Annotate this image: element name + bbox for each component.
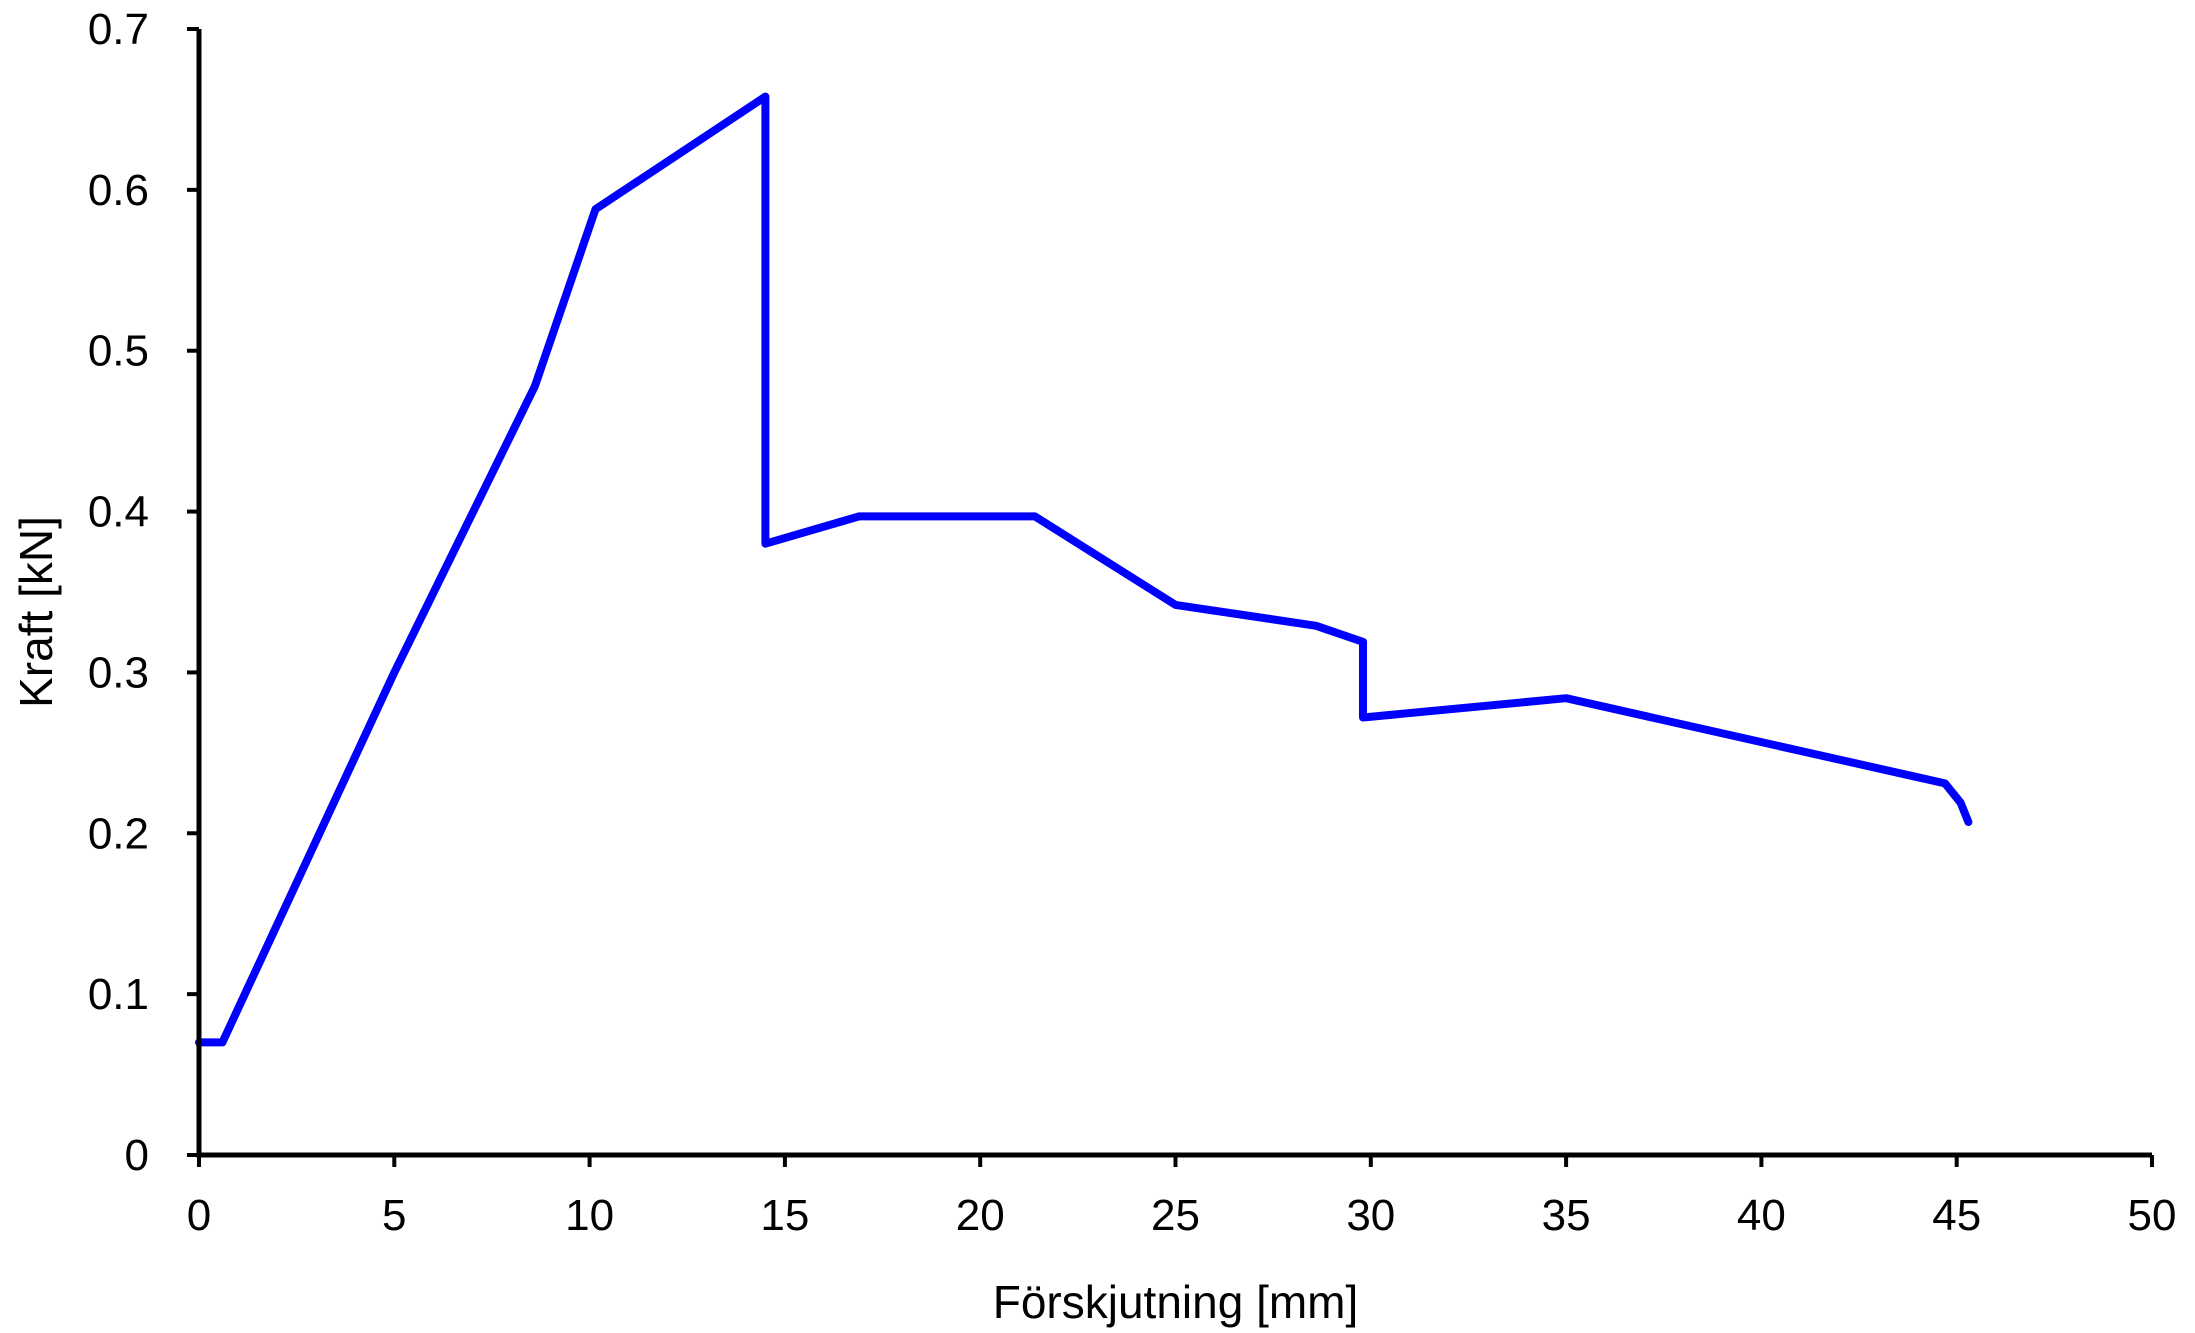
series-line-0 (195, 92, 1973, 1047)
data-point (1944, 782, 1946, 784)
y-tick-label: 0.4 (88, 488, 149, 537)
y-tick-label: 0 (125, 1131, 149, 1180)
x-tick-label: 45 (1932, 1191, 1981, 1240)
x-tick-label: 30 (1346, 1191, 1395, 1240)
y-tick-label: 0.2 (88, 809, 149, 858)
data-point (1565, 697, 1567, 699)
data-point (1362, 641, 1364, 643)
data-point (764, 543, 766, 545)
x-tick-label: 20 (956, 1191, 1005, 1240)
x-tick-label: 50 (2128, 1191, 2177, 1240)
x-tick-label: 5 (382, 1191, 406, 1240)
y-tick-label: 0.1 (88, 970, 149, 1019)
x-axis-title: Förskjutning [mm] (993, 1276, 1359, 1328)
data-point (764, 96, 766, 98)
data-point (1175, 604, 1176, 606)
x-tick-label: 35 (1542, 1191, 1591, 1240)
axes: 0 0.1 0.2 0.3 0.4 0.5 0.6 0.7 0 5 10 15 20 25 30 35 40 4… (88, 5, 2177, 1240)
data-point (1362, 716, 1364, 718)
y-tick-label: 0.5 (88, 327, 149, 376)
x-tick-label: 10 (565, 1191, 614, 1240)
data-point (393, 671, 395, 673)
data-point (594, 208, 596, 210)
data-point (858, 515, 860, 517)
data-point (1034, 515, 1036, 517)
series-layer (195, 92, 1973, 1047)
y-axis-ticks: 0 0.1 0.2 0.3 0.4 0.5 0.6 0.7 (88, 5, 199, 1180)
data-point (1960, 802, 1962, 804)
data-point (534, 385, 536, 387)
x-axis-ticks: 0 5 10 15 20 25 30 35 40 45 50 (187, 1155, 2177, 1240)
y-tick-label: 0.6 (88, 166, 149, 215)
y-tick-label: 0.3 (88, 648, 149, 697)
data-point (1315, 625, 1317, 627)
data-point (221, 1041, 223, 1043)
x-tick-label: 40 (1737, 1191, 1786, 1240)
x-tick-label: 0 (187, 1191, 211, 1240)
y-axis-title: Kraft [kN] (10, 516, 62, 708)
x-tick-label: 25 (1151, 1191, 1200, 1240)
x-tick-label: 15 (760, 1191, 809, 1240)
y-tick-label: 0.7 (88, 5, 149, 54)
data-point (1967, 821, 1969, 823)
